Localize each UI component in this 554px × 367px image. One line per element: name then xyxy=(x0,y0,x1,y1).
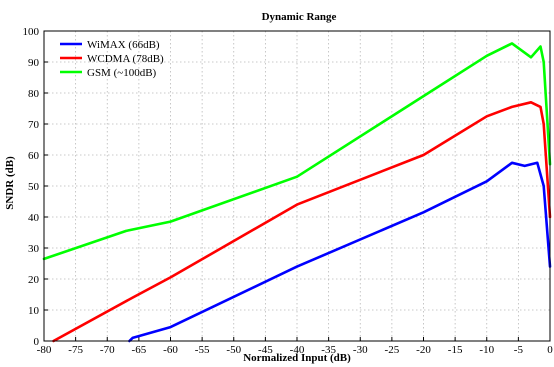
y-tick-label: 70 xyxy=(28,119,40,131)
x-tick-label: -35 xyxy=(321,344,336,356)
series-lines xyxy=(42,42,552,343)
x-tick-label: -60 xyxy=(163,344,178,356)
grid xyxy=(44,31,550,341)
x-tick-label: -5 xyxy=(514,344,524,356)
legend: WiMAX (66dB) WCDMA (78dB) GSM (~100dB) xyxy=(60,39,164,79)
y-axis-label: SNDR (dB) xyxy=(4,156,16,210)
y-tick-label: 40 xyxy=(28,212,40,224)
y-tick-label: 80 xyxy=(28,88,40,100)
x-tick-label: -65 xyxy=(132,344,147,356)
x-tick-label: -55 xyxy=(195,344,210,356)
legend-label-1: WiMAX (66dB) xyxy=(87,39,160,51)
y-tick-label: 100 xyxy=(23,26,40,38)
chart-title: Dynamic Range xyxy=(262,11,337,23)
y-tick-label: 0 xyxy=(34,336,40,348)
x-tick-label: -30 xyxy=(353,344,368,356)
legend-label-3: GSM (~100dB) xyxy=(87,67,157,79)
y-tick-label: 50 xyxy=(28,181,40,193)
y-tick-label: 10 xyxy=(28,305,40,317)
x-tick-label: -10 xyxy=(479,344,494,356)
y-tick-label: 60 xyxy=(28,150,40,162)
x-tick-label: -25 xyxy=(385,344,400,356)
x-tick-label: -75 xyxy=(68,344,83,356)
x-tick-label: -50 xyxy=(226,344,241,356)
x-tick-label: -15 xyxy=(448,344,463,356)
x-tick-label: -20 xyxy=(416,344,431,356)
x-tick-label: -70 xyxy=(100,344,115,356)
x-tick-label: 0 xyxy=(547,344,553,356)
y-tick-label: 30 xyxy=(28,243,40,255)
plot-area-border xyxy=(43,30,551,342)
x-tick-label: -40 xyxy=(290,344,305,356)
series-line-2 xyxy=(52,101,552,343)
series-line-1 xyxy=(128,161,552,343)
x-tick-label: -45 xyxy=(258,344,273,356)
y-tick-label: 90 xyxy=(28,57,40,69)
x-axis-label: Normalized Input (dB) xyxy=(243,352,351,364)
series-line-3 xyxy=(42,42,552,261)
legend-label-2: WCDMA (78dB) xyxy=(87,53,164,65)
x-tick-label: -80 xyxy=(37,344,52,356)
axis-ticks: -80 -75 -70 -65 -60 -55 -50 -45 -40 -35 -30 -25 -20-… xyxy=(23,26,554,356)
y-tick-label: 20 xyxy=(28,274,40,286)
